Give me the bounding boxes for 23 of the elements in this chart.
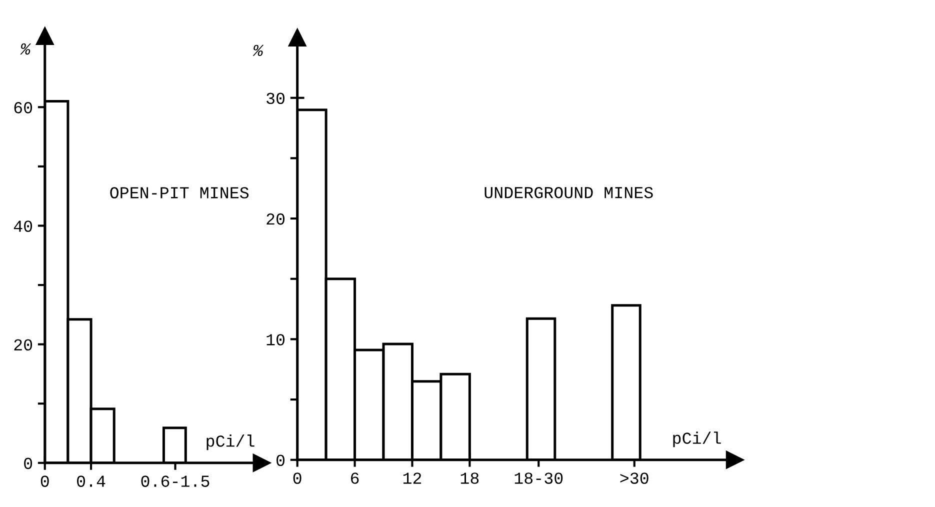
- x-tick-label: 12: [403, 472, 422, 484]
- y-tick-label: 20: [266, 213, 284, 225]
- x-tick-label: 18-30: [514, 472, 563, 484]
- x-tick-label: 0.6-1.5: [141, 476, 210, 487]
- y-tick-label: 0: [276, 454, 284, 466]
- y-axis-title: %: [20, 43, 32, 55]
- y-tick-label: 40: [14, 220, 32, 232]
- annotation: OPEN-PIT MINES: [110, 187, 249, 198]
- y-tick-label: 20: [14, 339, 32, 351]
- y-tick-label: 60: [14, 102, 32, 114]
- y-tick-label: 0: [24, 458, 32, 470]
- x-tick-label: 0.4: [77, 476, 106, 487]
- annotation: UNDERGROUND MINES: [484, 186, 653, 198]
- x-axis-title: pCi/l: [673, 432, 721, 448]
- y-tick-label: 30: [266, 92, 284, 104]
- x-tick-label: 0: [40, 476, 49, 487]
- y-tick-label: 10: [266, 334, 284, 346]
- x-tick-label: >30: [620, 472, 648, 484]
- x-tick-label: 6: [351, 472, 359, 484]
- x-tick-label: 18: [460, 472, 479, 484]
- y-axis-title: %: [252, 44, 264, 56]
- x-tick-label: 0: [293, 472, 302, 484]
- x-axis-title: pCi/l: [206, 434, 254, 450]
